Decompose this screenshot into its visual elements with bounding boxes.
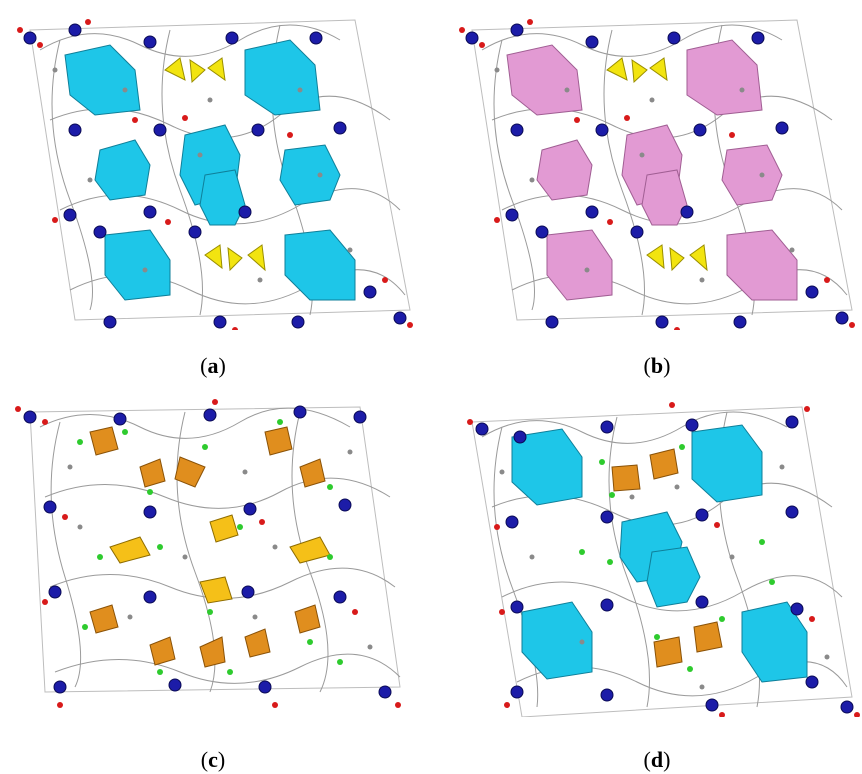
caption-a-letter: a [207, 353, 219, 378]
panel-d-crystal-structure [442, 387, 862, 717]
caption-b-letter: b [650, 353, 664, 378]
caption-c: (c) [200, 747, 226, 772]
panel-c-crystal-structure [0, 387, 420, 717]
panel-b-crystal-structure [442, 0, 862, 330]
structure-image-c [15, 399, 401, 708]
caption-a: (a) [200, 353, 226, 378]
caption-c-letter: c [208, 747, 218, 772]
caption-d: (d) [643, 747, 671, 772]
caption-d-letter: d [650, 747, 664, 772]
structure-image-d [467, 402, 860, 717]
caption-b: (b) [643, 353, 671, 378]
structure-image-a [17, 19, 413, 330]
structure-image-b [459, 19, 855, 330]
panel-a-crystal-structure [0, 0, 420, 330]
